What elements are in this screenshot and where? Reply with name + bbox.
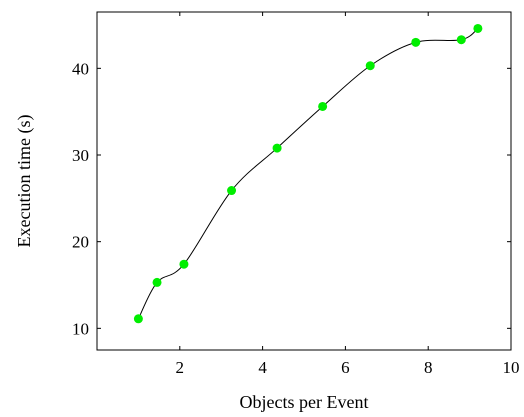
x-axis-label: Objects per Event: [240, 392, 369, 412]
y-tick-label: 30: [72, 146, 89, 165]
x-tick-label: 8: [424, 358, 433, 377]
x-tick-label: 6: [341, 358, 350, 377]
y-axis-ticks: 10 20 30 40: [72, 59, 511, 338]
plot-frame: [96, 11, 512, 351]
y-axis-label: Execution time (s): [14, 115, 35, 248]
data-point: [227, 186, 237, 196]
series-markers: [133, 23, 483, 324]
series-line: [137, 28, 479, 320]
data-point: [179, 259, 189, 269]
data-point: [473, 23, 483, 33]
data-point: [411, 37, 421, 47]
y-tick-label: 20: [72, 233, 89, 252]
data-point: [133, 314, 143, 324]
x-tick-label: 2: [176, 358, 185, 377]
y-tick-label: 40: [72, 59, 89, 78]
data-point: [152, 277, 162, 287]
data-point: [365, 61, 375, 71]
data-point: [456, 35, 466, 45]
y-tick-label: 10: [72, 319, 89, 338]
data-point: [318, 101, 328, 111]
x-tick-label: 10: [503, 358, 520, 377]
x-axis-ticks: 2 4 6 8 10: [176, 12, 520, 377]
x-tick-label: 4: [258, 358, 267, 377]
data-point: [272, 143, 282, 153]
